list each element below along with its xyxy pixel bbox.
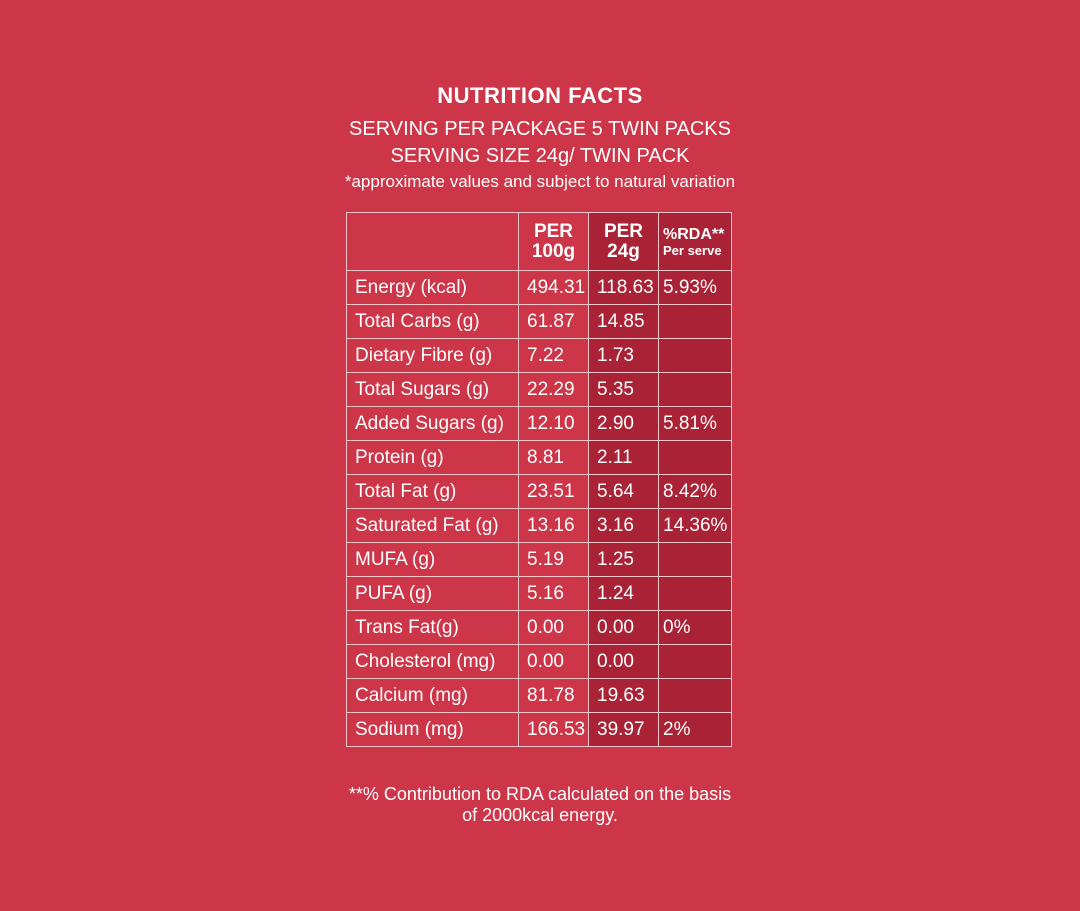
rda-cell: 8.42%	[658, 474, 732, 509]
per-100g-cell: 12.10	[518, 406, 589, 441]
table-row: Sodium (mg) 166.53 39.97 2%	[346, 712, 732, 747]
per-24g-cell: 19.63	[588, 678, 659, 713]
nutrient-cell: Protein (g)	[346, 440, 519, 475]
rda-cell	[658, 542, 732, 577]
nutrient-cell: Total Carbs (g)	[346, 304, 519, 339]
header-per-100g: PER 100g	[518, 212, 589, 271]
per-24g-cell: 118.63	[588, 270, 659, 305]
nutrient-cell: Total Fat (g)	[346, 474, 519, 509]
per-24g-cell: 5.35	[588, 372, 659, 407]
table-header-row: PER 100g PER 24g %RDA** Per serve	[346, 212, 732, 271]
header-rda-line1: %RDA**	[663, 225, 725, 243]
rda-cell: 14.36%	[658, 508, 732, 543]
per-24g-cell: 0.00	[588, 610, 659, 645]
nutrition-table: PER 100g PER 24g %RDA** Per serve Energy…	[346, 212, 732, 747]
header-rda: %RDA** Per serve	[658, 212, 732, 271]
rda-cell	[658, 576, 732, 611]
nutrient-cell: Trans Fat(g)	[346, 610, 519, 645]
per-100g-cell: 7.22	[518, 338, 589, 373]
footnote-line2: of 2000kcal energy.	[462, 805, 618, 825]
table-row: Calcium (mg) 81.78 19.63	[346, 678, 732, 713]
footnote: **% Contribution to RDA calculated on th…	[0, 784, 1080, 826]
per-100g-cell: 8.81	[518, 440, 589, 475]
nutrient-cell: Dietary Fibre (g)	[346, 338, 519, 373]
header-blank-cell	[346, 212, 519, 271]
per-100g-cell: 0.00	[518, 644, 589, 679]
per-100g-cell: 5.19	[518, 542, 589, 577]
nutrient-cell: Saturated Fat (g)	[346, 508, 519, 543]
nutrient-cell: Added Sugars (g)	[346, 406, 519, 441]
header-per-24g-line2: 24g	[607, 240, 640, 262]
per-100g-cell: 5.16	[518, 576, 589, 611]
header-per-24g-line1: PER	[603, 220, 644, 242]
rda-cell	[658, 372, 732, 407]
table-row: Total Fat (g) 23.51 5.64 8.42%	[346, 474, 732, 509]
footnote-line1: **% Contribution to RDA calculated on th…	[348, 784, 732, 804]
nutrient-cell: Calcium (mg)	[346, 678, 519, 713]
table-row: Total Carbs (g) 61.87 14.85	[346, 304, 732, 339]
nutrient-cell: MUFA (g)	[346, 542, 519, 577]
nutrient-cell: Energy (kcal)	[346, 270, 519, 305]
header-per-24g: PER 24g	[588, 212, 659, 271]
per-100g-cell: 166.53	[518, 712, 589, 747]
table-row: Protein (g) 8.81 2.11	[346, 440, 732, 475]
rda-cell	[658, 440, 732, 475]
table-row: Saturated Fat (g) 13.16 3.16 14.36%	[346, 508, 732, 543]
per-100g-cell: 61.87	[518, 304, 589, 339]
rda-cell: 5.81%	[658, 406, 732, 441]
per-24g-cell: 39.97	[588, 712, 659, 747]
nutrient-cell: Cholesterol (mg)	[346, 644, 519, 679]
per-24g-cell: 5.64	[588, 474, 659, 509]
rda-cell	[658, 678, 732, 713]
approximate-note: *approximate values and subject to natur…	[344, 172, 736, 191]
per-100g-cell: 13.16	[518, 508, 589, 543]
per-100g-cell: 0.00	[518, 610, 589, 645]
per-24g-cell: 1.73	[588, 338, 659, 373]
rda-cell: 5.93%	[658, 270, 732, 305]
rda-cell: 2%	[658, 712, 732, 747]
header-per-100g-line2: 100g	[531, 240, 576, 262]
rda-cell	[658, 644, 732, 679]
per-24g-cell: 1.24	[588, 576, 659, 611]
table-row: Trans Fat(g) 0.00 0.00 0%	[346, 610, 732, 645]
nutrient-cell: Sodium (mg)	[346, 712, 519, 747]
nutrient-cell: Total Sugars (g)	[346, 372, 519, 407]
table-row: Energy (kcal) 494.31 118.63 5.93%	[346, 270, 732, 305]
rda-cell	[658, 338, 732, 373]
table-row: Added Sugars (g) 12.10 2.90 5.81%	[346, 406, 732, 441]
header-rda-line2: Per serve	[663, 242, 722, 258]
per-100g-cell: 23.51	[518, 474, 589, 509]
table-row: Total Sugars (g) 22.29 5.35	[346, 372, 732, 407]
table-row: Dietary Fibre (g) 7.22 1.73	[346, 338, 732, 373]
per-24g-cell: 0.00	[588, 644, 659, 679]
per-24g-cell: 1.25	[588, 542, 659, 577]
rda-cell	[658, 304, 732, 339]
table-row: PUFA (g) 5.16 1.24	[346, 576, 732, 611]
table-row: MUFA (g) 5.19 1.25	[346, 542, 732, 577]
header-per-100g-line1: PER	[533, 220, 574, 242]
serving-size: SERVING SIZE 24g/ TWIN PACK	[390, 145, 690, 167]
per-100g-cell: 22.29	[518, 372, 589, 407]
table-row: Cholesterol (mg) 0.00 0.00	[346, 644, 732, 679]
per-100g-cell: 81.78	[518, 678, 589, 713]
serving-per-package: SERVING PER PACKAGE 5 TWIN PACKS	[349, 118, 731, 140]
per-24g-cell: 2.11	[588, 440, 659, 475]
per-100g-cell: 494.31	[518, 270, 589, 305]
per-24g-cell: 3.16	[588, 508, 659, 543]
nutrient-cell: PUFA (g)	[346, 576, 519, 611]
per-24g-cell: 2.90	[588, 406, 659, 441]
rda-cell: 0%	[658, 610, 732, 645]
per-24g-cell: 14.85	[588, 304, 659, 339]
page-title: NUTRITION FACTS	[437, 83, 643, 108]
